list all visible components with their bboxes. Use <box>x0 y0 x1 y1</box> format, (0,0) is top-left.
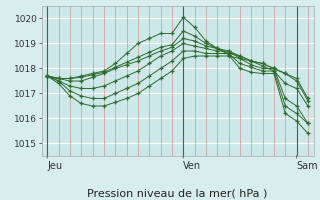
Text: Jeu: Jeu <box>47 161 62 171</box>
Text: Sam: Sam <box>297 161 318 171</box>
Text: Ven: Ven <box>183 161 201 171</box>
Text: Pression niveau de la mer( hPa ): Pression niveau de la mer( hPa ) <box>87 189 268 199</box>
